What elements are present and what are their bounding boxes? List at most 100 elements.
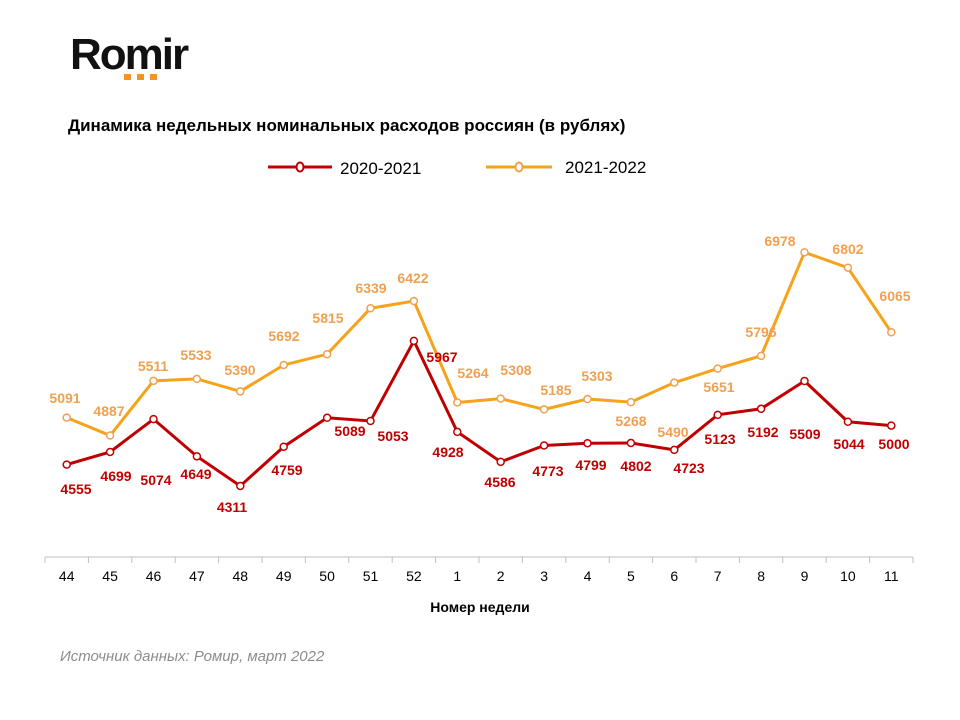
x-tick-label: 7 bbox=[714, 568, 722, 584]
data-point-2020-2021 bbox=[105, 447, 115, 457]
data-label-2020-2021: 5044 bbox=[833, 436, 864, 452]
data-label-2020-2021: 4759 bbox=[271, 462, 302, 478]
x-tick-label: 46 bbox=[146, 568, 162, 584]
series-line-2020-2021 bbox=[66, 337, 892, 488]
data-point-2021-2022 bbox=[192, 374, 202, 384]
x-tick-label: 52 bbox=[406, 568, 422, 584]
data-point-2020-2021 bbox=[626, 438, 636, 448]
data-label-2020-2021: 5967 bbox=[426, 349, 457, 365]
chart-title: Динамика недельных номинальных расходов … bbox=[68, 116, 626, 135]
data-point-2020-2021 bbox=[756, 404, 766, 414]
data-point-2021-2022 bbox=[496, 394, 505, 403]
data-point-2021-2022 bbox=[583, 394, 592, 404]
data-label-2021-2022: 5533 bbox=[180, 347, 211, 363]
data-point-2021-2022 bbox=[62, 413, 71, 422]
data-label-2021-2022: 5651 bbox=[703, 379, 734, 395]
data-point-2020-2021 bbox=[192, 452, 202, 461]
data-label-2020-2021: 4723 bbox=[673, 460, 704, 476]
data-label-2021-2022: 6978 bbox=[764, 233, 795, 249]
legend: 2020-2021 2021-2022 bbox=[268, 158, 646, 178]
data-point-2020-2021 bbox=[539, 441, 549, 450]
data-label-2020-2021: 5074 bbox=[140, 472, 171, 488]
data-label-2021-2022: 6422 bbox=[397, 270, 428, 286]
data-point-2020-2021 bbox=[62, 460, 71, 469]
data-label-2021-2022: 5511 bbox=[138, 358, 169, 374]
data-point-2021-2022 bbox=[366, 304, 375, 313]
data-point-2021-2022 bbox=[539, 405, 549, 414]
data-label-2020-2021: 4928 bbox=[432, 444, 463, 460]
data-point-2021-2022 bbox=[322, 349, 332, 359]
romir-logo: Romir bbox=[70, 30, 189, 79]
data-label-2020-2021: 4699 bbox=[100, 468, 131, 484]
data-point-2021-2022 bbox=[453, 398, 462, 407]
data-point-2020-2021 bbox=[409, 336, 419, 346]
x-axis-title: Номер недели bbox=[430, 599, 529, 615]
x-tick-label: 5 bbox=[627, 568, 635, 584]
data-label-2020-2021: 4802 bbox=[620, 458, 651, 474]
data-label-2021-2022: 5185 bbox=[540, 382, 571, 398]
data-point-2020-2021 bbox=[149, 414, 158, 424]
data-label-2020-2021: 4799 bbox=[575, 457, 606, 473]
data-label-2020-2021: 5509 bbox=[789, 426, 820, 442]
data-label-2020-2021: 5053 bbox=[377, 428, 408, 444]
logo-dots bbox=[124, 74, 157, 80]
data-point-2021-2022 bbox=[105, 431, 115, 440]
legend-marker-2021-2022 bbox=[514, 161, 524, 173]
data-point-2020-2021 bbox=[583, 438, 592, 448]
data-label-2021-2022: 5268 bbox=[615, 413, 646, 429]
data-label-2021-2022: 5796 bbox=[745, 324, 776, 340]
data-label-2020-2021: 4649 bbox=[180, 466, 211, 482]
x-tick-label: 6 bbox=[670, 568, 678, 584]
data-point-2021-2022 bbox=[800, 248, 809, 257]
data-label-2021-2022: 6802 bbox=[832, 241, 863, 257]
data-label-2021-2022: 5815 bbox=[312, 310, 343, 326]
x-tick-label: 9 bbox=[801, 568, 809, 584]
data-point-2021-2022 bbox=[843, 263, 853, 272]
data-point-2020-2021 bbox=[453, 427, 462, 437]
data-label-2021-2022: 5390 bbox=[224, 362, 255, 378]
series-line-2021-2022 bbox=[66, 250, 893, 438]
data-point-2021-2022 bbox=[713, 364, 722, 373]
data-label-2020-2021: 4555 bbox=[60, 481, 91, 497]
data-point-2021-2022 bbox=[279, 360, 288, 370]
data-label-2021-2022: 4887 bbox=[93, 403, 124, 419]
data-point-2020-2021 bbox=[713, 410, 722, 420]
x-tick-label: 50 bbox=[319, 568, 335, 584]
data-point-2021-2022 bbox=[756, 351, 766, 361]
x-tick-label: 1 bbox=[453, 568, 461, 584]
data-point-2020-2021 bbox=[843, 417, 853, 426]
x-tick-label: 44 bbox=[59, 568, 75, 584]
source-note: Источник данных: Ромир, март 2022 bbox=[60, 648, 325, 665]
data-label-2020-2021: 4773 bbox=[532, 463, 563, 479]
data-label-2020-2021: 5000 bbox=[878, 436, 909, 452]
x-tick-label: 47 bbox=[189, 568, 205, 584]
data-point-2020-2021 bbox=[887, 421, 896, 430]
x-tick-label: 49 bbox=[276, 568, 292, 584]
x-tick-label: 51 bbox=[363, 568, 379, 584]
data-point-2020-2021 bbox=[236, 481, 245, 491]
data-label-2020-2021: 4586 bbox=[484, 474, 515, 490]
data-label-2021-2022: 5264 bbox=[457, 365, 488, 381]
x-tick-label: 11 bbox=[884, 568, 899, 584]
data-label-2020-2021: 4311 bbox=[217, 499, 248, 515]
legend-label-2021-2022: 2021-2022 bbox=[565, 158, 646, 177]
data-label-2021-2022: 5692 bbox=[268, 328, 299, 344]
legend-marker-2020-2021 bbox=[295, 161, 305, 173]
data-label-2020-2021: 5192 bbox=[747, 424, 778, 440]
data-point-2021-2022 bbox=[409, 296, 419, 306]
data-label-2021-2022: 6339 bbox=[355, 280, 386, 296]
data-label-2020-2021: 5089 bbox=[334, 423, 365, 439]
data-label-2021-2022: 5490 bbox=[657, 424, 688, 440]
data-point-2021-2022 bbox=[887, 328, 896, 337]
data-point-2020-2021 bbox=[800, 376, 809, 386]
data-label-2021-2022: 5091 bbox=[49, 390, 80, 406]
x-tick-label: 2 bbox=[497, 568, 505, 584]
x-tick-label: 48 bbox=[233, 568, 249, 584]
data-point-2020-2021 bbox=[670, 445, 679, 455]
x-tick-label: 4 bbox=[584, 568, 592, 584]
data-point-2021-2022 bbox=[236, 387, 245, 396]
data-point-2021-2022 bbox=[626, 397, 636, 407]
x-tick-label: 45 bbox=[102, 568, 118, 584]
data-point-2021-2022 bbox=[149, 376, 158, 386]
